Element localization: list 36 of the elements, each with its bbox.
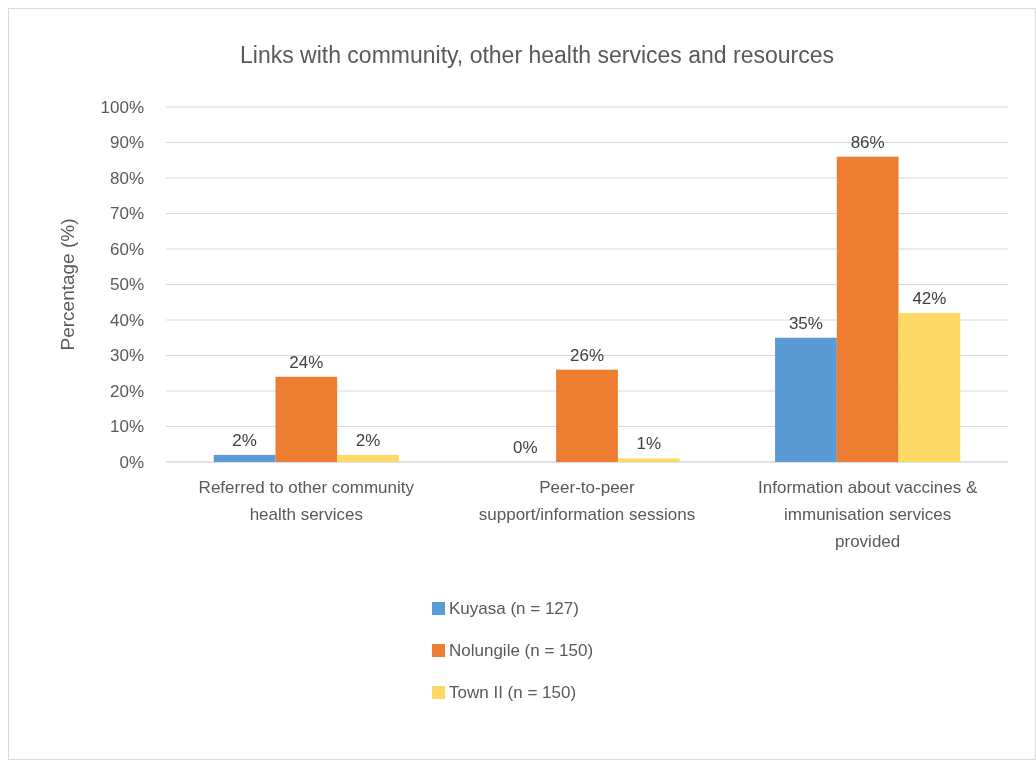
text: 0% — [512, 438, 538, 457]
x-tick-label: Peer-to-peer support/information sessions — [478, 478, 696, 524]
legend-label: Nolungile (n = 150) — [449, 640, 594, 660]
y-tick-label: 40% — [109, 310, 144, 330]
bar — [556, 369, 618, 462]
text: 86% — [850, 132, 885, 152]
bar — [898, 312, 961, 462]
y-tick-label: 30% — [109, 346, 144, 366]
y-tick-label: 80% — [109, 168, 144, 188]
legend-label: Kuyasa (n = 127) — [449, 598, 579, 618]
y-tick-label: 50% — [109, 275, 144, 295]
y-tick-label: 10% — [109, 417, 144, 437]
y-tick-label: 0% — [119, 452, 144, 472]
text: 2% — [355, 430, 381, 450]
y-tick-label: 90% — [109, 133, 144, 153]
bar — [775, 337, 837, 462]
y-tick-label: 20% — [109, 381, 144, 401]
text: 42% — [912, 288, 947, 308]
bar — [275, 376, 338, 462]
y-tick-label: 100% — [100, 97, 144, 117]
text: 2% — [232, 430, 257, 450]
y-tick-label: 60% — [109, 239, 144, 259]
text: 35% — [788, 313, 823, 333]
x-tick-label: Referred to other community health services — [198, 478, 415, 524]
bar — [836, 156, 899, 462]
x-tick-label: Information about vaccines & immunisation services provided — [758, 478, 978, 551]
legend-label: Town II (n = 150) — [449, 682, 577, 702]
bar — [213, 454, 276, 462]
text: 1% — [636, 434, 662, 454]
bar — [617, 458, 680, 462]
y-axis-title: Percentage (%) — [57, 218, 78, 351]
text: 26% — [569, 345, 605, 365]
text: 24% — [289, 352, 324, 372]
bar — [337, 454, 399, 462]
chart-title: Links with community, other health services and resources — [239, 42, 835, 68]
y-tick-label: 70% — [109, 204, 144, 224]
